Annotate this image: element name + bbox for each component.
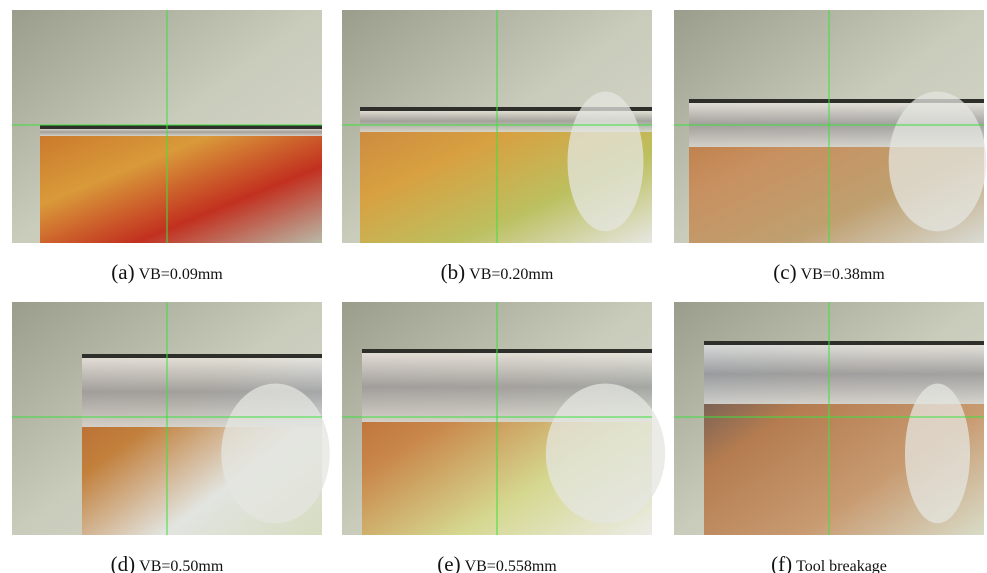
worn-area	[221, 384, 330, 524]
caption-text: Tool breakage	[796, 558, 887, 573]
tool-edge	[40, 125, 322, 129]
caption: (c) VB=0.38mm	[773, 260, 885, 284]
tool-edge	[362, 349, 652, 353]
photo-panel	[12, 10, 322, 243]
caption: (a) VB=0.09mm	[111, 260, 223, 284]
caption-text: VB=0.50mm	[139, 558, 224, 573]
caption-label: (e)	[437, 552, 460, 573]
caption-text: VB=0.09mm	[139, 266, 224, 283]
worn-area	[905, 384, 970, 524]
caption: (f) Tool breakage	[771, 552, 887, 573]
caption-label: (c)	[773, 260, 796, 284]
caption-text: VB=0.20mm	[469, 266, 554, 283]
photo-panel	[12, 302, 330, 535]
caption: (e) VB=0.558mm	[437, 552, 557, 573]
caption: (d)VB=0.50mm	[111, 552, 224, 573]
photo-panel	[674, 10, 986, 243]
tool-edge	[704, 341, 984, 345]
photo-panel	[342, 10, 652, 243]
worn-area	[546, 384, 665, 524]
tool-body	[40, 128, 322, 243]
worn-area	[889, 92, 987, 232]
caption-label: (f)	[771, 552, 792, 573]
wear-band	[40, 128, 322, 136]
worn-area	[568, 92, 644, 232]
caption-label: (b)	[441, 260, 466, 284]
photo-panel	[342, 302, 665, 535]
caption: (b)VB=0.20mm	[441, 260, 554, 284]
caption-text: VB=0.558mm	[465, 558, 558, 573]
tool-edge	[82, 354, 322, 358]
photo-panel	[674, 302, 984, 535]
caption-label: (a)	[111, 260, 134, 284]
caption-label: (d)	[111, 552, 136, 573]
caption-text: VB=0.38mm	[801, 266, 886, 283]
figure: (a)VB=0.09mm(b)VB=0.20mm(c)VB=0.38mm(d)V…	[0, 0, 987, 573]
